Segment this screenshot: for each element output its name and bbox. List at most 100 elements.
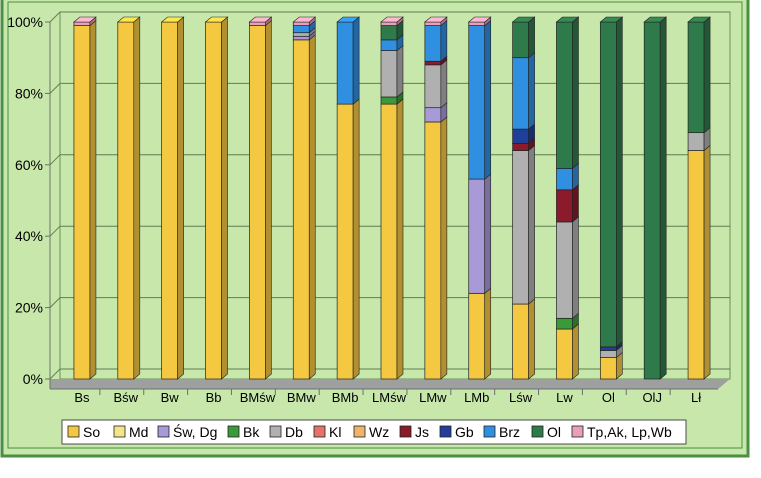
bar-segment — [599, 21, 617, 348]
bar-segment — [468, 178, 486, 294]
legend-swatch — [113, 425, 126, 438]
bar-segment — [73, 25, 91, 380]
gridline-diagonal — [49, 225, 61, 237]
x-category-label: LMb — [464, 390, 489, 405]
bar-stack-5 — [292, 16, 317, 380]
bar-segment-side — [133, 16, 141, 380]
legend-swatch — [399, 425, 412, 438]
bar-top-face — [687, 16, 711, 23]
bar-top-face — [380, 16, 404, 23]
gridline-diagonal — [49, 11, 61, 23]
bar-stack-10 — [511, 16, 536, 380]
bar-top-face — [336, 16, 360, 23]
bar-stack-2 — [160, 16, 185, 380]
bar-segment-side — [396, 98, 404, 380]
bar-segment — [424, 25, 442, 62]
legend-swatch — [227, 425, 240, 438]
bar-top-face — [204, 16, 229, 23]
bar-segment — [512, 57, 529, 130]
gridline-diagonal — [49, 368, 61, 380]
bar-segment — [424, 64, 442, 109]
bar-segment — [512, 21, 529, 59]
legend-label: Wz — [369, 424, 389, 440]
bar-segment-side — [703, 144, 711, 380]
bar-segment — [468, 292, 486, 380]
bar-segment — [599, 346, 617, 351]
bar-segment-side — [308, 34, 316, 380]
bar-top-face — [116, 16, 141, 23]
bar-segment-side — [572, 323, 579, 380]
bar-segment — [556, 317, 573, 330]
bar-segment-side — [528, 16, 535, 59]
legend-item: Św, Dg — [157, 423, 217, 440]
chart-inner-frame — [7, 1, 743, 449]
x-category-label: Bw — [161, 390, 180, 405]
plot-floor — [50, 379, 730, 389]
bar-segment — [687, 21, 705, 134]
bar-segment — [249, 21, 266, 26]
bar-segment — [556, 168, 573, 191]
bar-top-face — [599, 16, 624, 23]
legend-swatch — [483, 425, 496, 438]
x-category-label: Bb — [206, 390, 222, 405]
bar-segment — [556, 328, 573, 380]
x-category-label: BMśw — [240, 390, 276, 405]
bar-segment-side — [484, 173, 492, 294]
x-category-label: LMw — [419, 390, 447, 405]
bar-segment — [512, 143, 529, 151]
bar-segment — [249, 25, 266, 380]
bar-segment-side — [484, 287, 492, 380]
legend-label: So — [83, 424, 100, 440]
legend-swatch — [439, 425, 452, 438]
bar-segment — [336, 103, 354, 380]
legend-swatch — [157, 425, 170, 438]
bar-top-face — [511, 16, 536, 23]
bar-segment-side — [352, 98, 360, 380]
y-tick-label: 60% — [15, 157, 43, 173]
bar-segment — [292, 32, 310, 37]
bar-segment — [380, 39, 398, 51]
legend-item: Ol — [531, 424, 561, 440]
bar-segment-side — [221, 16, 228, 380]
x-category-label: OlJ — [642, 390, 662, 405]
bar-stack-3 — [204, 16, 229, 380]
legend-swatch — [531, 425, 544, 438]
bar-segment — [512, 150, 529, 305]
bar-top-face — [160, 16, 185, 23]
legend-label: Md — [129, 424, 148, 440]
bar-segment — [380, 50, 398, 98]
bar-stack-14 — [687, 16, 711, 380]
bar-segment-side — [659, 16, 667, 380]
legend-item: Md — [113, 424, 148, 440]
bar-stack-8 — [424, 16, 448, 380]
x-category-label: LMśw — [372, 390, 407, 405]
bar-segment — [424, 121, 442, 380]
legend-item: Brz — [483, 424, 520, 440]
bar-segment-side — [396, 44, 404, 98]
bar-segment-side — [528, 144, 535, 305]
bar-segment — [292, 35, 310, 41]
gridline-diagonal — [49, 154, 61, 166]
bar-top-face — [292, 16, 317, 23]
bar-segment — [292, 39, 310, 380]
bar-segment — [643, 21, 661, 380]
bar-stack-6 — [336, 16, 360, 380]
bar-segment — [336, 21, 354, 105]
legend: So Md Św, Dg Bk Db Kl Wz Js Gb Brz Ol Tp,Ak, Lp,Wb — [61, 419, 687, 445]
bar-stack-1 — [116, 16, 141, 380]
bar-stack-7 — [380, 16, 404, 380]
bar-segment — [380, 103, 398, 380]
bar-stack-13 — [643, 16, 668, 380]
x-category-label: BMb — [332, 390, 359, 405]
bar-segment-side — [528, 52, 535, 130]
bar-segment — [205, 21, 222, 380]
bar-segment-side — [616, 16, 623, 348]
legend-label: Gb — [455, 424, 474, 440]
legend-swatch — [353, 425, 366, 438]
legend-item: So — [67, 424, 100, 440]
bar-segment — [161, 21, 179, 380]
y-tick-label: 40% — [15, 228, 43, 244]
bar-segment-side — [528, 298, 535, 380]
bar-segment — [687, 132, 705, 151]
